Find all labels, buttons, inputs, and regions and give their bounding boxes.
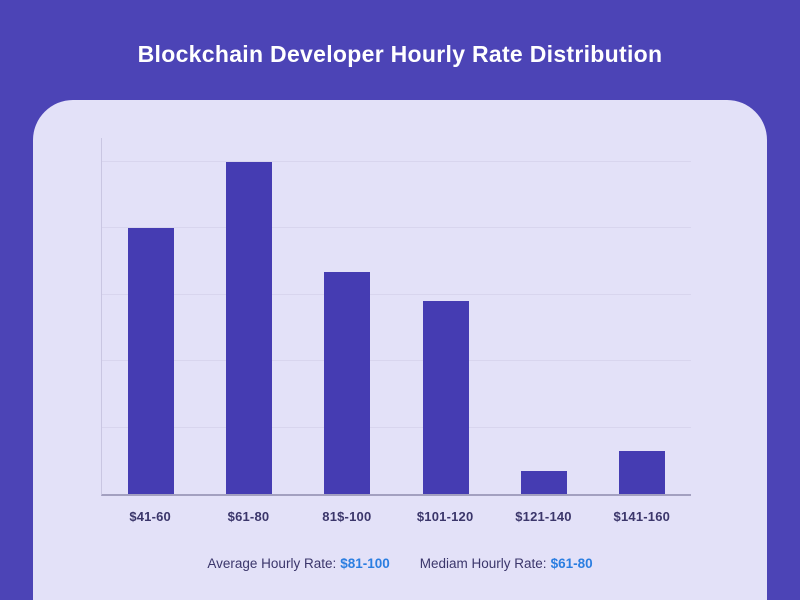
bar-$41-60 xyxy=(128,228,175,494)
x-axis-label: $101-120 xyxy=(416,509,474,524)
bar-slot xyxy=(102,138,200,494)
bar-$121-140 xyxy=(520,470,567,494)
chart-plot-area xyxy=(101,138,691,496)
median-rate-label: Mediam Hourly Rate: xyxy=(419,556,547,571)
gridline xyxy=(102,426,691,428)
x-axis-label: $141-160 xyxy=(613,509,671,524)
x-axis-label: $61-80 xyxy=(227,509,270,524)
bar-$61-80 xyxy=(226,161,273,494)
x-axis-label: $41-60 xyxy=(129,509,171,524)
gridline xyxy=(102,360,691,362)
median-rate-caption: Mediam Hourly Rate: $61-80 xyxy=(420,556,593,571)
median-rate-value: $61-80 xyxy=(550,556,593,571)
average-rate-caption: Average Hourly Rate: $81-100 xyxy=(207,556,389,571)
gridlines-container xyxy=(102,138,691,494)
bar-slot xyxy=(200,138,298,494)
chart-caption: Average Hourly Rate: $81-100 Mediam Hourl… xyxy=(33,556,767,571)
x-axis-label: $121-140 xyxy=(515,509,572,524)
bar-81$-100 xyxy=(324,271,371,494)
average-rate-label: Average Hourly Rate: xyxy=(207,556,337,571)
x-axis-label: 81$-100 xyxy=(322,509,372,524)
bar-slot xyxy=(397,138,495,494)
bar-$101-120 xyxy=(422,301,469,494)
bar-slot xyxy=(495,138,593,494)
gridline xyxy=(102,293,691,295)
bars-container xyxy=(102,138,691,494)
page-title: Blockchain Developer Hourly Rate Distrib… xyxy=(137,41,663,67)
gridline xyxy=(102,160,691,162)
x-axis-labels: $41-60 $61-80 81$-100 $101-120 $121-140 $141-… xyxy=(101,509,691,524)
gridline xyxy=(102,227,691,229)
bar-$141-160 xyxy=(618,450,665,494)
bar-slot xyxy=(298,138,396,494)
chart-panel: $41-60 $61-80 81$-100 $101-120 $121-140 $141-… xyxy=(33,100,767,600)
average-rate-value: $81-100 xyxy=(340,556,390,571)
bar-slot xyxy=(593,138,691,494)
